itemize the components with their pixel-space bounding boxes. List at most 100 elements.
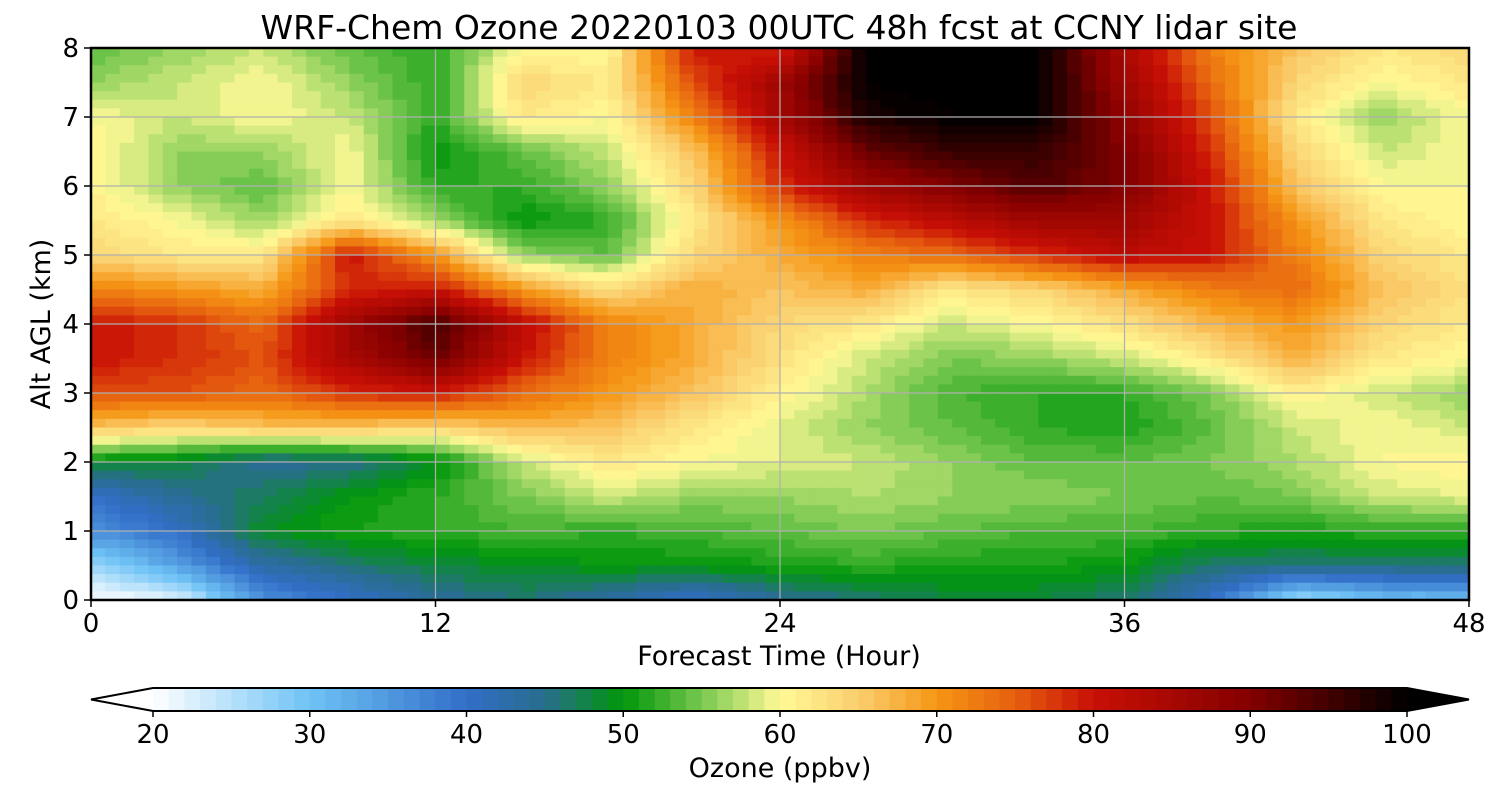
- contour-cell: [722, 203, 738, 213]
- contour-cell: [1095, 237, 1111, 247]
- contour-cell: [765, 168, 781, 178]
- contour-cell: [751, 65, 767, 75]
- contour-cell: [1181, 487, 1197, 498]
- contour-cell: [564, 306, 580, 316]
- contour-cell: [1052, 479, 1068, 489]
- contour-cell: [894, 410, 910, 420]
- contour-cell: [679, 142, 695, 153]
- contour-cell: [1454, 108, 1470, 118]
- contour-cell: [1397, 73, 1413, 84]
- contour-cell: [535, 203, 551, 213]
- contour-cell: [492, 151, 508, 161]
- contour-cell: [1253, 117, 1269, 127]
- contour-cell: [693, 168, 709, 178]
- contour-cell: [248, 48, 264, 58]
- contour-cell: [751, 444, 767, 454]
- contour-cell: [378, 384, 394, 394]
- contour-cell: [952, 151, 968, 161]
- contour-cell: [1024, 280, 1039, 291]
- contour-cell: [1253, 229, 1269, 239]
- contour-cell: [162, 65, 178, 75]
- contour-cell: [1153, 142, 1169, 153]
- contour-cell: [1354, 160, 1370, 170]
- contour-cell: [650, 160, 666, 170]
- contour-cell: [1354, 73, 1370, 84]
- contour-cell: [636, 194, 652, 204]
- contour-cell: [1325, 444, 1341, 454]
- contour-cell: [521, 220, 537, 230]
- contour-cell: [808, 470, 824, 480]
- contour-cell: [1081, 410, 1097, 420]
- contour-cell: [1411, 418, 1427, 429]
- contour-cell: [363, 341, 379, 351]
- contour-cell: [248, 479, 264, 489]
- contour-cell: [535, 151, 551, 161]
- contour-cell: [119, 99, 135, 109]
- contour-cell: [1052, 255, 1068, 265]
- contour-cell: [708, 229, 724, 239]
- contour-cell: [1425, 427, 1441, 437]
- contour-cell: [1210, 436, 1226, 446]
- contour-cell: [1052, 56, 1068, 66]
- contour-cell: [191, 263, 207, 273]
- contour-cell: [937, 82, 953, 92]
- contour-cell: [177, 444, 193, 454]
- contour-cell: [780, 48, 795, 58]
- contour-cell: [823, 324, 839, 334]
- contour-cell: [1339, 255, 1355, 265]
- contour-cell: [248, 401, 264, 411]
- contour-cell: [708, 315, 724, 325]
- contour-cell: [191, 229, 207, 239]
- contour-cell: [579, 453, 594, 463]
- contour-cell: [435, 211, 451, 222]
- contour-cell: [1296, 470, 1312, 480]
- contour-cell: [220, 91, 236, 101]
- contour-cell: [1253, 48, 1269, 58]
- contour-cell: [449, 384, 465, 394]
- contour-cell: [937, 332, 953, 342]
- contour-cell: [335, 56, 350, 66]
- contour-cell: [866, 280, 882, 291]
- contour-cell: [91, 160, 106, 170]
- contour-cell: [277, 246, 293, 256]
- contour-cell: [722, 160, 738, 170]
- contour-cell: [1181, 255, 1197, 265]
- contour-cell: [880, 384, 896, 394]
- contour-cell: [909, 229, 925, 239]
- contour-cell: [894, 91, 910, 101]
- contour-cell: [1038, 470, 1054, 480]
- contour-cell: [995, 229, 1011, 239]
- contour-cell: [1311, 125, 1327, 135]
- contour-cell: [1268, 306, 1283, 316]
- contour-cell: [291, 108, 307, 118]
- contour-cell: [263, 410, 279, 420]
- contour-cell: [780, 229, 795, 239]
- contour-cell: [306, 453, 322, 463]
- contour-cell: [478, 427, 494, 437]
- contour-cell: [1454, 151, 1470, 161]
- contour-cell: [306, 186, 322, 196]
- contour-cell: [220, 367, 236, 377]
- contour-cell: [421, 444, 437, 454]
- contour-cell: [823, 99, 839, 109]
- contour-cell: [808, 272, 824, 282]
- contour-cell: [1454, 134, 1470, 144]
- contour-cell: [1354, 280, 1370, 291]
- contour-cell: [851, 289, 867, 299]
- contour-cell: [622, 436, 638, 446]
- contour-cell: [1311, 410, 1327, 420]
- contour-cell: [119, 289, 135, 299]
- contour-cell: [1440, 436, 1456, 446]
- contour-cell: [392, 65, 408, 75]
- contour-cell: [1038, 289, 1054, 299]
- contour-cell: [363, 108, 379, 118]
- contour-cell: [937, 410, 953, 420]
- contour-cell: [1224, 237, 1240, 247]
- contour-cell: [564, 453, 580, 463]
- contour-cell: [1239, 280, 1255, 291]
- contour-cell: [593, 91, 609, 101]
- contour-cell: [564, 272, 580, 282]
- contour-cell: [579, 117, 594, 127]
- contour-cell: [1024, 117, 1039, 127]
- contour-cell: [1110, 384, 1126, 394]
